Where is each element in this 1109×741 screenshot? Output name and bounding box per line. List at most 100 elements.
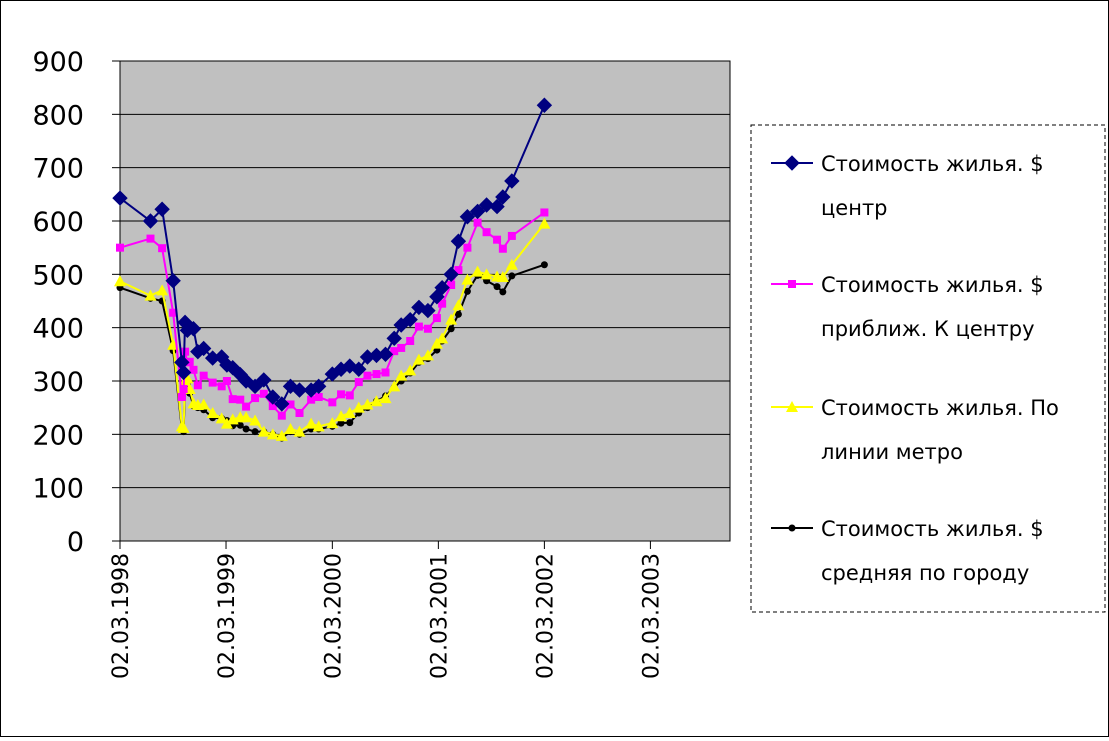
data-point	[249, 414, 262, 426]
data-point	[421, 349, 434, 361]
x-tick-label: 02.03.2003	[639, 553, 664, 679]
data-point	[189, 365, 198, 374]
data-point	[406, 337, 415, 345]
data-point	[443, 266, 459, 283]
legend-marker	[788, 524, 796, 532]
data-point	[507, 231, 516, 240]
data-point	[242, 425, 250, 433]
data-point	[508, 272, 516, 280]
data-point	[386, 330, 402, 347]
data-point	[438, 299, 447, 308]
data-point	[326, 417, 339, 429]
data-point	[388, 380, 401, 392]
data-point	[480, 268, 493, 280]
data-point	[346, 419, 354, 427]
data-point	[206, 407, 219, 418]
y-tick-label: 800	[32, 100, 84, 131]
legend-item-1: Стоимость жилья. $ приближ. К центру	[771, 273, 1044, 341]
y-tick-label: 900	[32, 47, 84, 78]
y-tick-label: 600	[32, 207, 84, 238]
data-point	[361, 398, 374, 410]
data-point	[463, 287, 471, 295]
data-point	[337, 390, 346, 399]
data-point	[445, 313, 458, 325]
data-point	[242, 402, 251, 411]
data-point	[185, 321, 202, 337]
y-tick-label: 0	[67, 527, 84, 558]
data-point	[222, 377, 231, 385]
data-point	[471, 265, 484, 277]
data-point	[404, 364, 417, 376]
data-point	[169, 308, 178, 317]
data-point	[454, 266, 463, 275]
data-point	[220, 417, 233, 429]
data-point	[217, 382, 226, 391]
gridlines	[120, 113, 730, 489]
data-point	[312, 420, 325, 432]
legend-label-line1: Стоимость жилья. $	[821, 517, 1044, 541]
data-point	[495, 189, 511, 205]
x-tick-label: 02.03.2001	[427, 553, 452, 679]
data-point	[434, 279, 450, 296]
data-point	[459, 209, 476, 225]
data-point	[256, 372, 272, 388]
data-point	[397, 343, 406, 352]
data-point	[265, 389, 281, 405]
data-point	[165, 273, 181, 289]
data-point	[185, 357, 194, 366]
data-point	[372, 370, 381, 379]
data-point	[291, 382, 308, 398]
y-tick-label: 700	[32, 154, 84, 185]
data-point	[461, 273, 474, 285]
data-point	[352, 401, 365, 413]
data-point	[293, 425, 306, 437]
data-point	[402, 311, 418, 328]
data-point	[274, 396, 290, 412]
data-point	[208, 378, 217, 387]
series-2	[114, 217, 551, 441]
x-tick-label: 02.03.2000	[321, 553, 346, 679]
data-point	[114, 275, 126, 287]
legend-label-line2: средняя по городу	[821, 561, 1029, 585]
data-point	[482, 228, 491, 237]
data-point	[251, 428, 259, 436]
data-point	[156, 284, 169, 296]
legend-label-line1: Стоимость жилья. $	[821, 152, 1044, 176]
data-point	[395, 369, 408, 381]
y-tick-label: 300	[32, 367, 84, 398]
data-point	[540, 261, 548, 269]
series-0	[112, 97, 553, 412]
data-point	[116, 243, 124, 252]
data-point	[420, 302, 436, 319]
data-point	[251, 394, 260, 403]
data-point	[478, 197, 495, 213]
legend-label-line1: Стоимость жилья. $	[821, 273, 1044, 297]
x-axis-ticks: 02.03.1998 02.03.1999 02.03.2000 02.03.2001…	[109, 541, 664, 679]
data-point	[154, 201, 170, 217]
data-point	[447, 325, 455, 333]
data-point	[177, 421, 190, 433]
data-point	[363, 371, 372, 380]
data-point	[259, 389, 268, 398]
data-point	[489, 198, 505, 215]
data-point	[277, 411, 286, 420]
data-point	[345, 391, 354, 400]
data-point	[493, 283, 501, 291]
data-point	[314, 393, 323, 401]
legend-item-2: Стоимость жилья. По линии метро	[771, 396, 1059, 464]
data-point	[377, 346, 394, 363]
data-point	[158, 244, 167, 253]
data-point	[266, 428, 279, 440]
data-point	[335, 410, 348, 422]
legend-marker	[786, 401, 798, 412]
data-point	[454, 310, 462, 318]
x-tick-label: 02.03.1999	[215, 553, 240, 679]
data-point	[412, 353, 425, 365]
data-point	[215, 412, 228, 424]
data-point	[536, 97, 553, 113]
data-point	[307, 395, 316, 404]
data-point	[381, 368, 390, 377]
